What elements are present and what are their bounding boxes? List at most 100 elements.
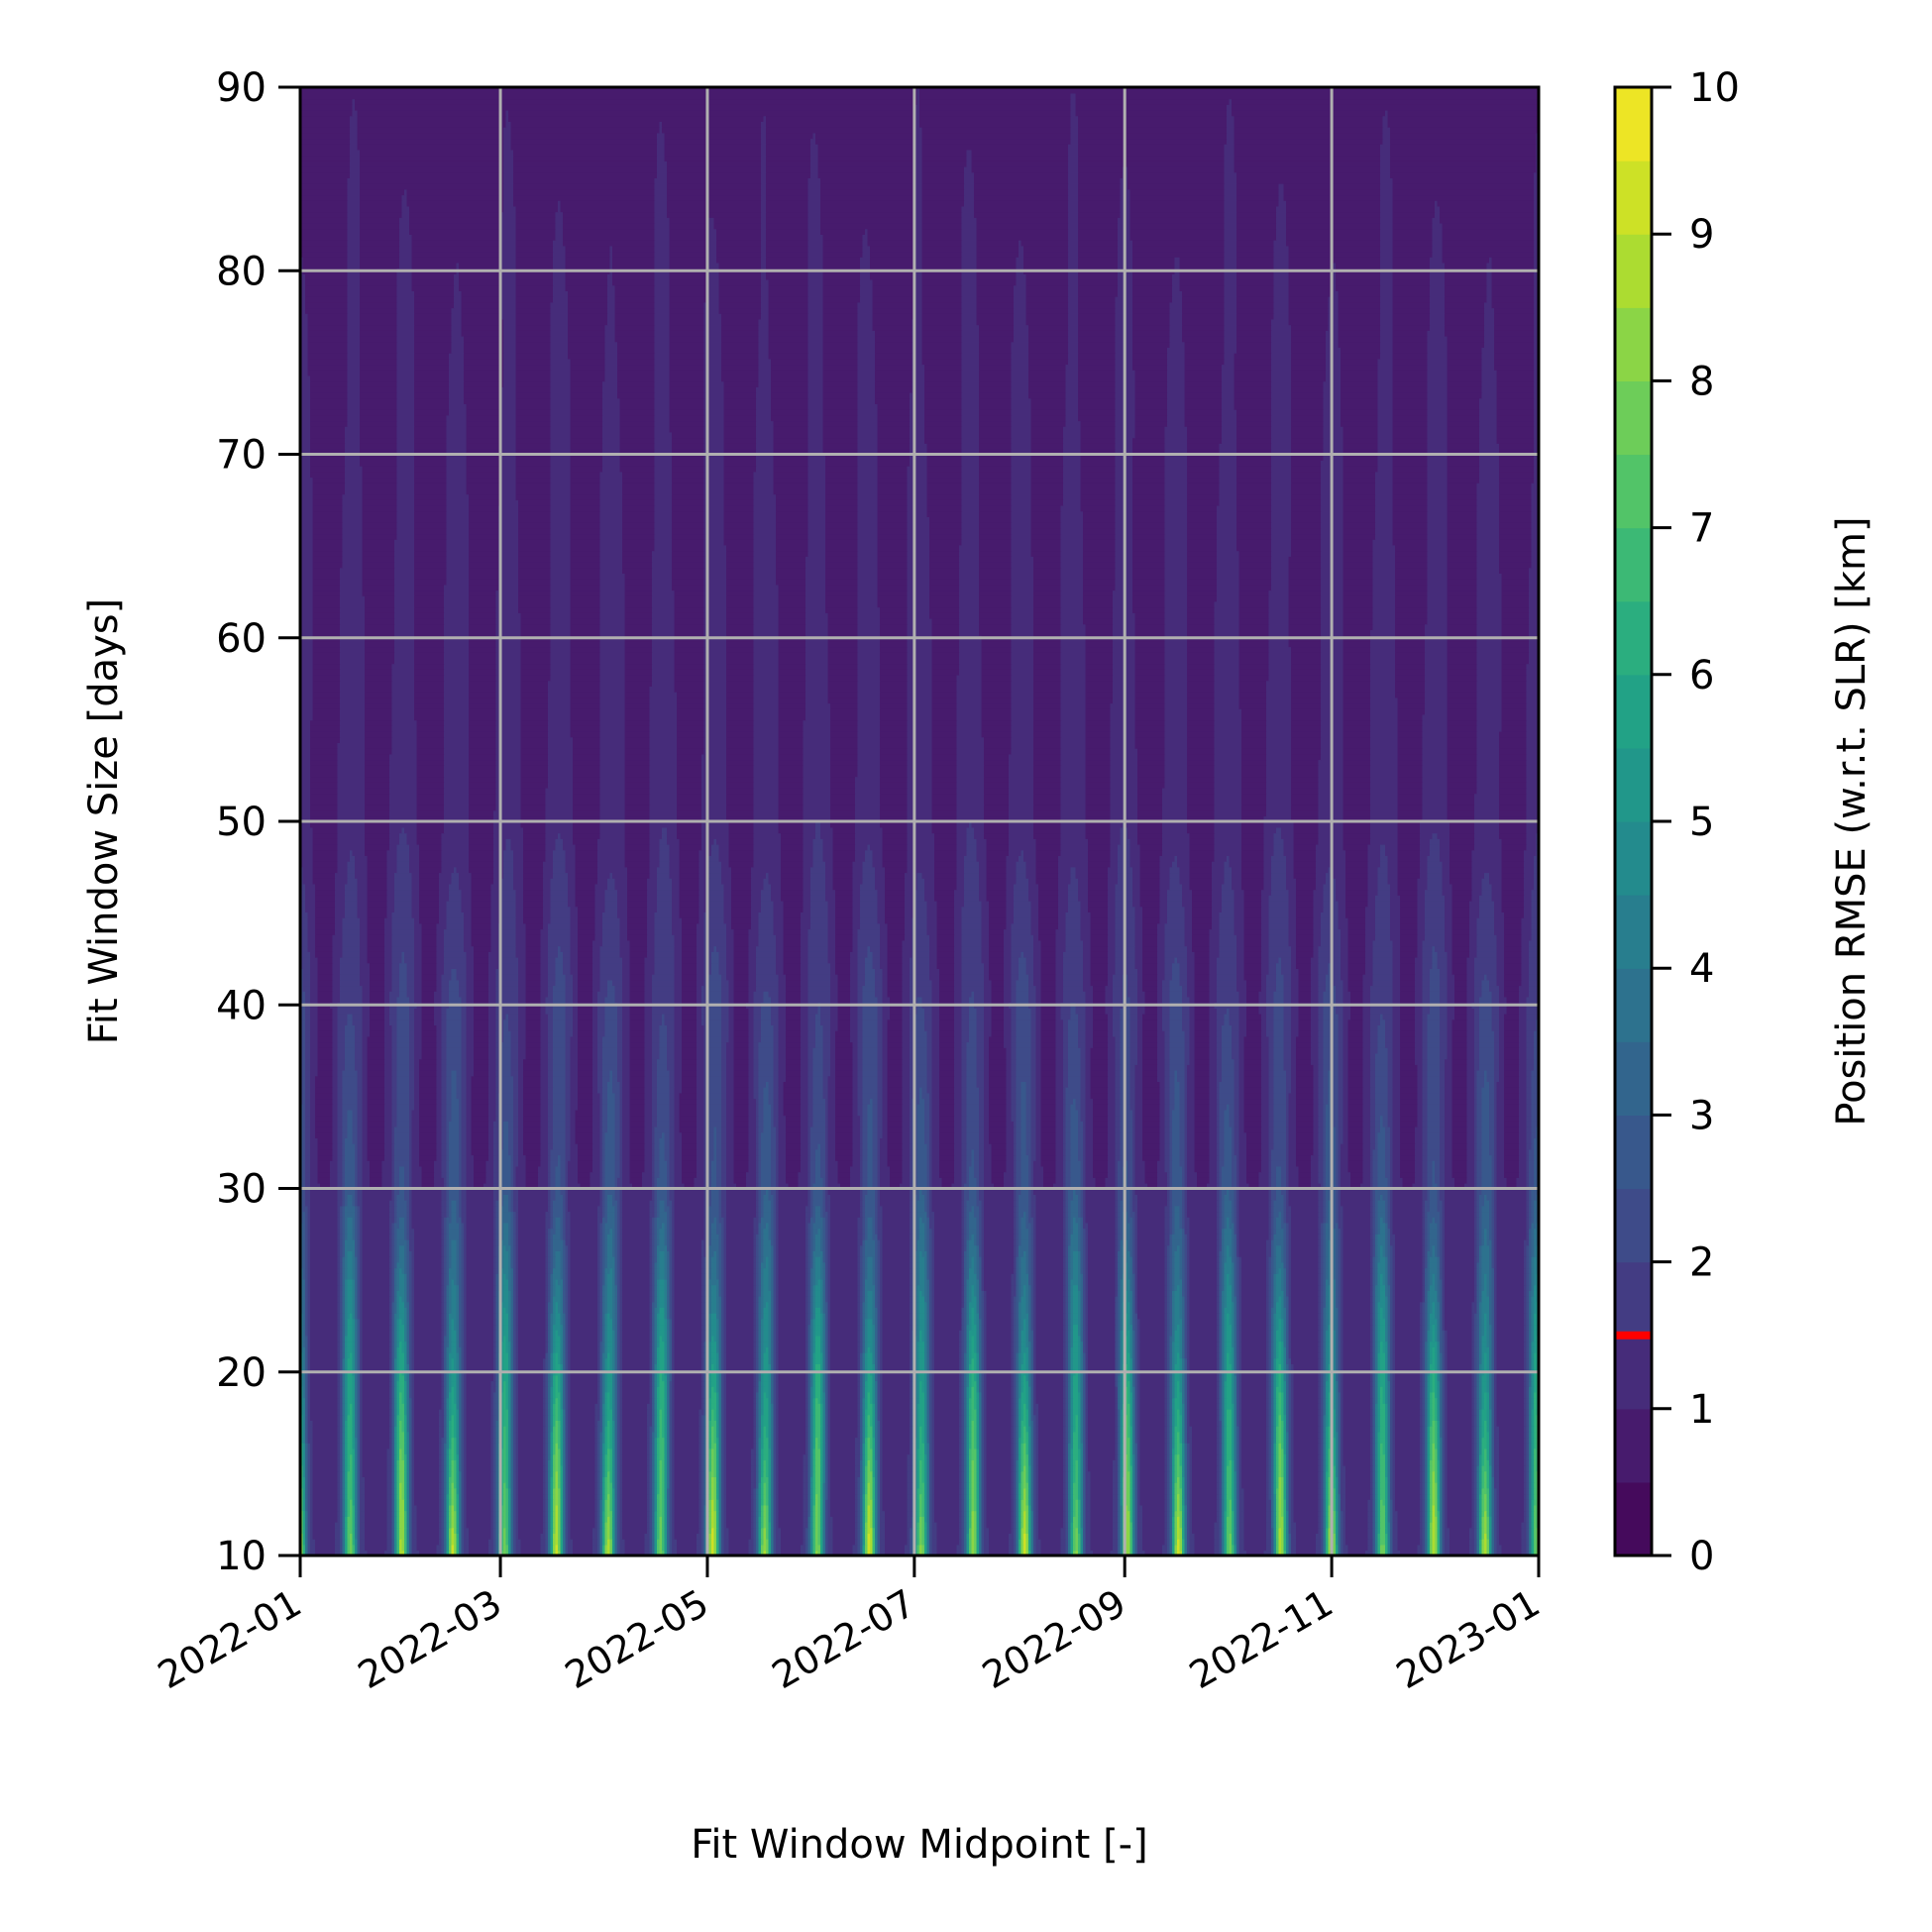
contour-cell <box>464 1528 470 1535</box>
contour-cell <box>880 1533 886 1540</box>
contour-cell <box>776 1545 782 1552</box>
contour-cell <box>729 1545 750 1552</box>
contour-cell <box>1398 1539 1421 1546</box>
contour-cell <box>1393 1533 1399 1540</box>
contour-row <box>300 1528 1540 1535</box>
contour-cell <box>781 1545 802 1552</box>
contour-cell <box>622 1528 648 1535</box>
contour-cell <box>1497 1545 1503 1552</box>
contour-cell <box>724 1539 730 1546</box>
contour-cell <box>1113 1533 1119 1540</box>
contour-cell <box>464 1533 470 1540</box>
contour-cell <box>989 1533 1010 1540</box>
contour-cell <box>1195 1539 1216 1546</box>
contour-cell <box>1469 1545 1475 1552</box>
contour-cell <box>417 1545 438 1552</box>
contour-cell <box>469 1528 491 1535</box>
contour-cell <box>1041 1539 1062 1546</box>
contour-cell <box>1345 1539 1368 1546</box>
contour-cell <box>1009 1545 1015 1552</box>
contour-cell <box>518 1533 541 1540</box>
contour-cell <box>1142 1533 1165 1540</box>
contour-cell <box>1086 1545 1092 1552</box>
contour-row <box>300 1533 1540 1540</box>
contour-cell <box>1291 1533 1297 1540</box>
contour-cell <box>937 1533 960 1540</box>
contour-cell <box>989 1539 1010 1546</box>
contour-cell <box>1296 1545 1317 1552</box>
contour-cell <box>1142 1539 1165 1546</box>
contour-cell <box>675 1533 698 1540</box>
contour-cell <box>1469 1533 1475 1540</box>
contour-cell <box>1368 1545 1374 1552</box>
contour-cell <box>1380 1545 1386 1552</box>
contour-cell <box>1296 1539 1317 1546</box>
contour-cell <box>1061 1533 1067 1540</box>
contour-cell <box>672 1545 678 1552</box>
contour-cell <box>801 1545 806 1552</box>
contour-cell <box>1113 1545 1119 1552</box>
contour-cell <box>310 1545 316 1552</box>
contour-cell <box>749 1545 755 1552</box>
contour-cell <box>1418 1545 1424 1552</box>
contour-cell <box>1316 1539 1322 1546</box>
contour-cell <box>521 1545 542 1552</box>
contour-cell <box>828 1533 834 1540</box>
contour-cell <box>518 1528 544 1535</box>
contour-cell <box>1137 1539 1143 1546</box>
contour-cell <box>833 1528 856 1535</box>
contour-cell <box>1036 1545 1042 1552</box>
contour-cell <box>573 1539 593 1546</box>
contour-cell <box>880 1545 886 1552</box>
contour-cell <box>516 1545 522 1552</box>
contour-cell <box>885 1545 906 1552</box>
contour-cell <box>541 1533 547 1540</box>
contour-cell <box>937 1539 960 1546</box>
contour-cell <box>932 1539 938 1546</box>
contour-cell <box>1291 1539 1297 1546</box>
contour-cell <box>625 1545 646 1552</box>
contour-cell <box>417 1528 440 1535</box>
contour-cell <box>592 1545 598 1552</box>
contour-cell <box>853 1545 859 1552</box>
contour-cell <box>568 1545 574 1552</box>
contour-cell <box>1291 1545 1297 1552</box>
contour-cell <box>1239 1539 1245 1546</box>
contour-cell <box>1348 1545 1369 1552</box>
contour-cell <box>399 1533 405 1540</box>
contour-cell <box>880 1539 886 1546</box>
contour-cell <box>1190 1533 1196 1540</box>
contour-cell <box>412 1528 418 1535</box>
contour-cell <box>1162 1545 1168 1552</box>
contour-cell <box>1393 1545 1399 1552</box>
contour-cell <box>412 1545 418 1552</box>
contour-cell <box>1190 1539 1196 1546</box>
contour-cell <box>1266 1533 1272 1540</box>
contour-cell <box>1244 1533 1267 1540</box>
contour-cell <box>1195 1545 1216 1552</box>
contour-cell <box>645 1539 651 1546</box>
contour-cell <box>310 1539 316 1546</box>
contour-cell <box>365 1528 387 1535</box>
contour-cell <box>1522 1545 1528 1552</box>
contour-cell <box>749 1539 755 1546</box>
contour-cell <box>1086 1533 1092 1540</box>
contour-cell <box>1499 1533 1522 1540</box>
contour-cell <box>984 1533 990 1540</box>
contour-cell <box>724 1533 730 1540</box>
contour-cell <box>932 1533 938 1540</box>
contour-cell <box>989 1545 1010 1552</box>
contour-cell <box>1522 1533 1528 1540</box>
contour-cell <box>1061 1539 1067 1546</box>
contour-cell <box>697 1539 702 1546</box>
contour-cell <box>365 1545 387 1552</box>
contour-cell <box>1445 1539 1450 1546</box>
contour-cell <box>984 1545 990 1552</box>
contour-cell <box>776 1533 782 1540</box>
contour-cell <box>675 1528 700 1535</box>
contour-cell <box>776 1528 782 1535</box>
contour-cell <box>335 1528 341 1535</box>
contour-cell <box>315 1539 336 1546</box>
contour-cell <box>677 1539 698 1546</box>
contour-cell <box>645 1533 651 1540</box>
